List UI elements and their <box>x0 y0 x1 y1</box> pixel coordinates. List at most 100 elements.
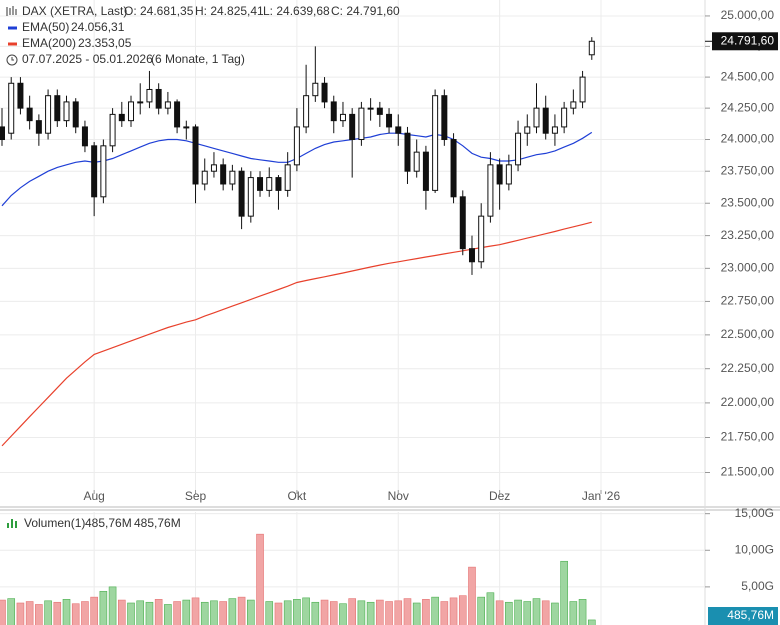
last-volume-label: 485,76M <box>727 608 774 622</box>
candle-body <box>441 95 448 141</box>
x-tick-label: Okt <box>288 489 307 503</box>
candle-body <box>192 126 199 185</box>
candle-body <box>321 82 328 103</box>
candle-body <box>146 88 153 103</box>
y-tick-label: 23.250,00 <box>721 228 775 242</box>
candle-body <box>183 126 190 129</box>
volume-bar <box>357 600 366 625</box>
volume-bar <box>495 600 504 625</box>
candle-body <box>128 101 135 122</box>
volume-bar <box>173 601 181 625</box>
volume-bar <box>293 599 301 625</box>
candle-body <box>247 177 254 217</box>
y-tick-label: 23.500,00 <box>721 195 775 209</box>
candle-body <box>266 177 273 191</box>
y-tick-label: 21.500,00 <box>721 465 775 479</box>
volume-bar <box>136 600 145 625</box>
candle-body <box>100 145 107 198</box>
volume-bar <box>376 599 384 625</box>
legend-label: EMA(50) <box>22 20 69 34</box>
candle-body <box>432 95 439 191</box>
candle-body <box>8 82 15 134</box>
volume-bar <box>219 601 227 625</box>
volume-bar <box>458 595 467 625</box>
candle-body <box>284 164 291 191</box>
volume-bar <box>403 598 412 625</box>
volume-bar <box>339 603 347 625</box>
candle-body <box>201 170 208 185</box>
legend-period: (6 Monate, 1 Tag) <box>151 52 245 66</box>
candle-body <box>376 107 383 115</box>
volume-bar <box>302 597 310 625</box>
candle-body <box>81 126 88 147</box>
volume-bar <box>118 599 126 625</box>
last-price-badge <box>712 32 778 51</box>
legend-label: Volumen(1) <box>24 516 85 530</box>
volume-bar <box>228 598 237 625</box>
candle-body <box>109 113 116 147</box>
candle-body <box>404 132 411 172</box>
volume-bar <box>53 601 62 625</box>
volume-bar <box>237 596 246 625</box>
candle-body <box>118 113 125 122</box>
x-tick-label: Dez <box>489 489 510 503</box>
volume-bar <box>81 601 89 625</box>
volume-bar <box>154 599 163 625</box>
y-tick-label: 10,00G <box>735 542 774 556</box>
y-tick-label: 5,00G <box>741 579 774 593</box>
volume-bar <box>256 533 264 625</box>
x-tick-label: Aug <box>83 489 104 503</box>
volume-bar <box>16 602 25 625</box>
candle-body <box>450 139 457 198</box>
candle-body <box>588 40 595 56</box>
y-tick-label: 23.000,00 <box>721 261 775 275</box>
candle-body <box>229 170 236 185</box>
candle-body <box>570 101 577 109</box>
candle-body <box>515 132 522 166</box>
legend-title: DAX (XETRA, Last) <box>22 4 127 18</box>
candle-body <box>17 82 24 109</box>
candle-body <box>174 101 181 128</box>
candle-body <box>220 164 227 185</box>
candle-body <box>54 95 61 122</box>
volume-bar <box>431 596 439 625</box>
candle-body <box>367 107 374 110</box>
volume-bar <box>541 600 550 625</box>
legend-range: 07.07.2025 - 05.01.2026 <box>22 52 153 66</box>
candle-body <box>257 177 264 191</box>
candle-body <box>155 88 162 109</box>
candle-body <box>275 177 282 191</box>
legend-value: 23.353,05 <box>78 36 132 50</box>
candle-body <box>395 126 402 134</box>
volume-bar <box>514 599 522 625</box>
volume-bar <box>108 586 117 625</box>
candle-body <box>210 164 217 172</box>
x-tick-label: Nov <box>388 489 409 503</box>
volume-bar <box>569 601 578 625</box>
candle-body <box>312 82 319 97</box>
candle-body <box>524 126 531 134</box>
candle-icon <box>6 6 17 16</box>
candle-body <box>386 113 393 128</box>
candle-body <box>542 107 549 134</box>
y-tick-label: 21.750,00 <box>721 430 775 444</box>
volume-bar <box>90 596 98 625</box>
volume-bar <box>486 592 495 625</box>
volume-bar <box>283 600 292 625</box>
volume-bar <box>7 598 16 625</box>
candle-body <box>91 145 98 198</box>
volume-bar <box>560 560 568 625</box>
volume-bar <box>468 566 476 625</box>
x-tick-label: Jan '26 <box>582 489 621 503</box>
legend-ohlc: C: 24.791,60 <box>331 4 400 18</box>
volume-bar <box>348 598 356 625</box>
volume-bar <box>0 599 6 625</box>
volume-bar <box>477 596 486 625</box>
candle-body <box>579 76 586 103</box>
y-tick-label: 24.500,00 <box>721 69 775 83</box>
volume-icon <box>7 519 17 528</box>
volume-bar <box>311 601 320 625</box>
candle-body <box>137 101 144 104</box>
